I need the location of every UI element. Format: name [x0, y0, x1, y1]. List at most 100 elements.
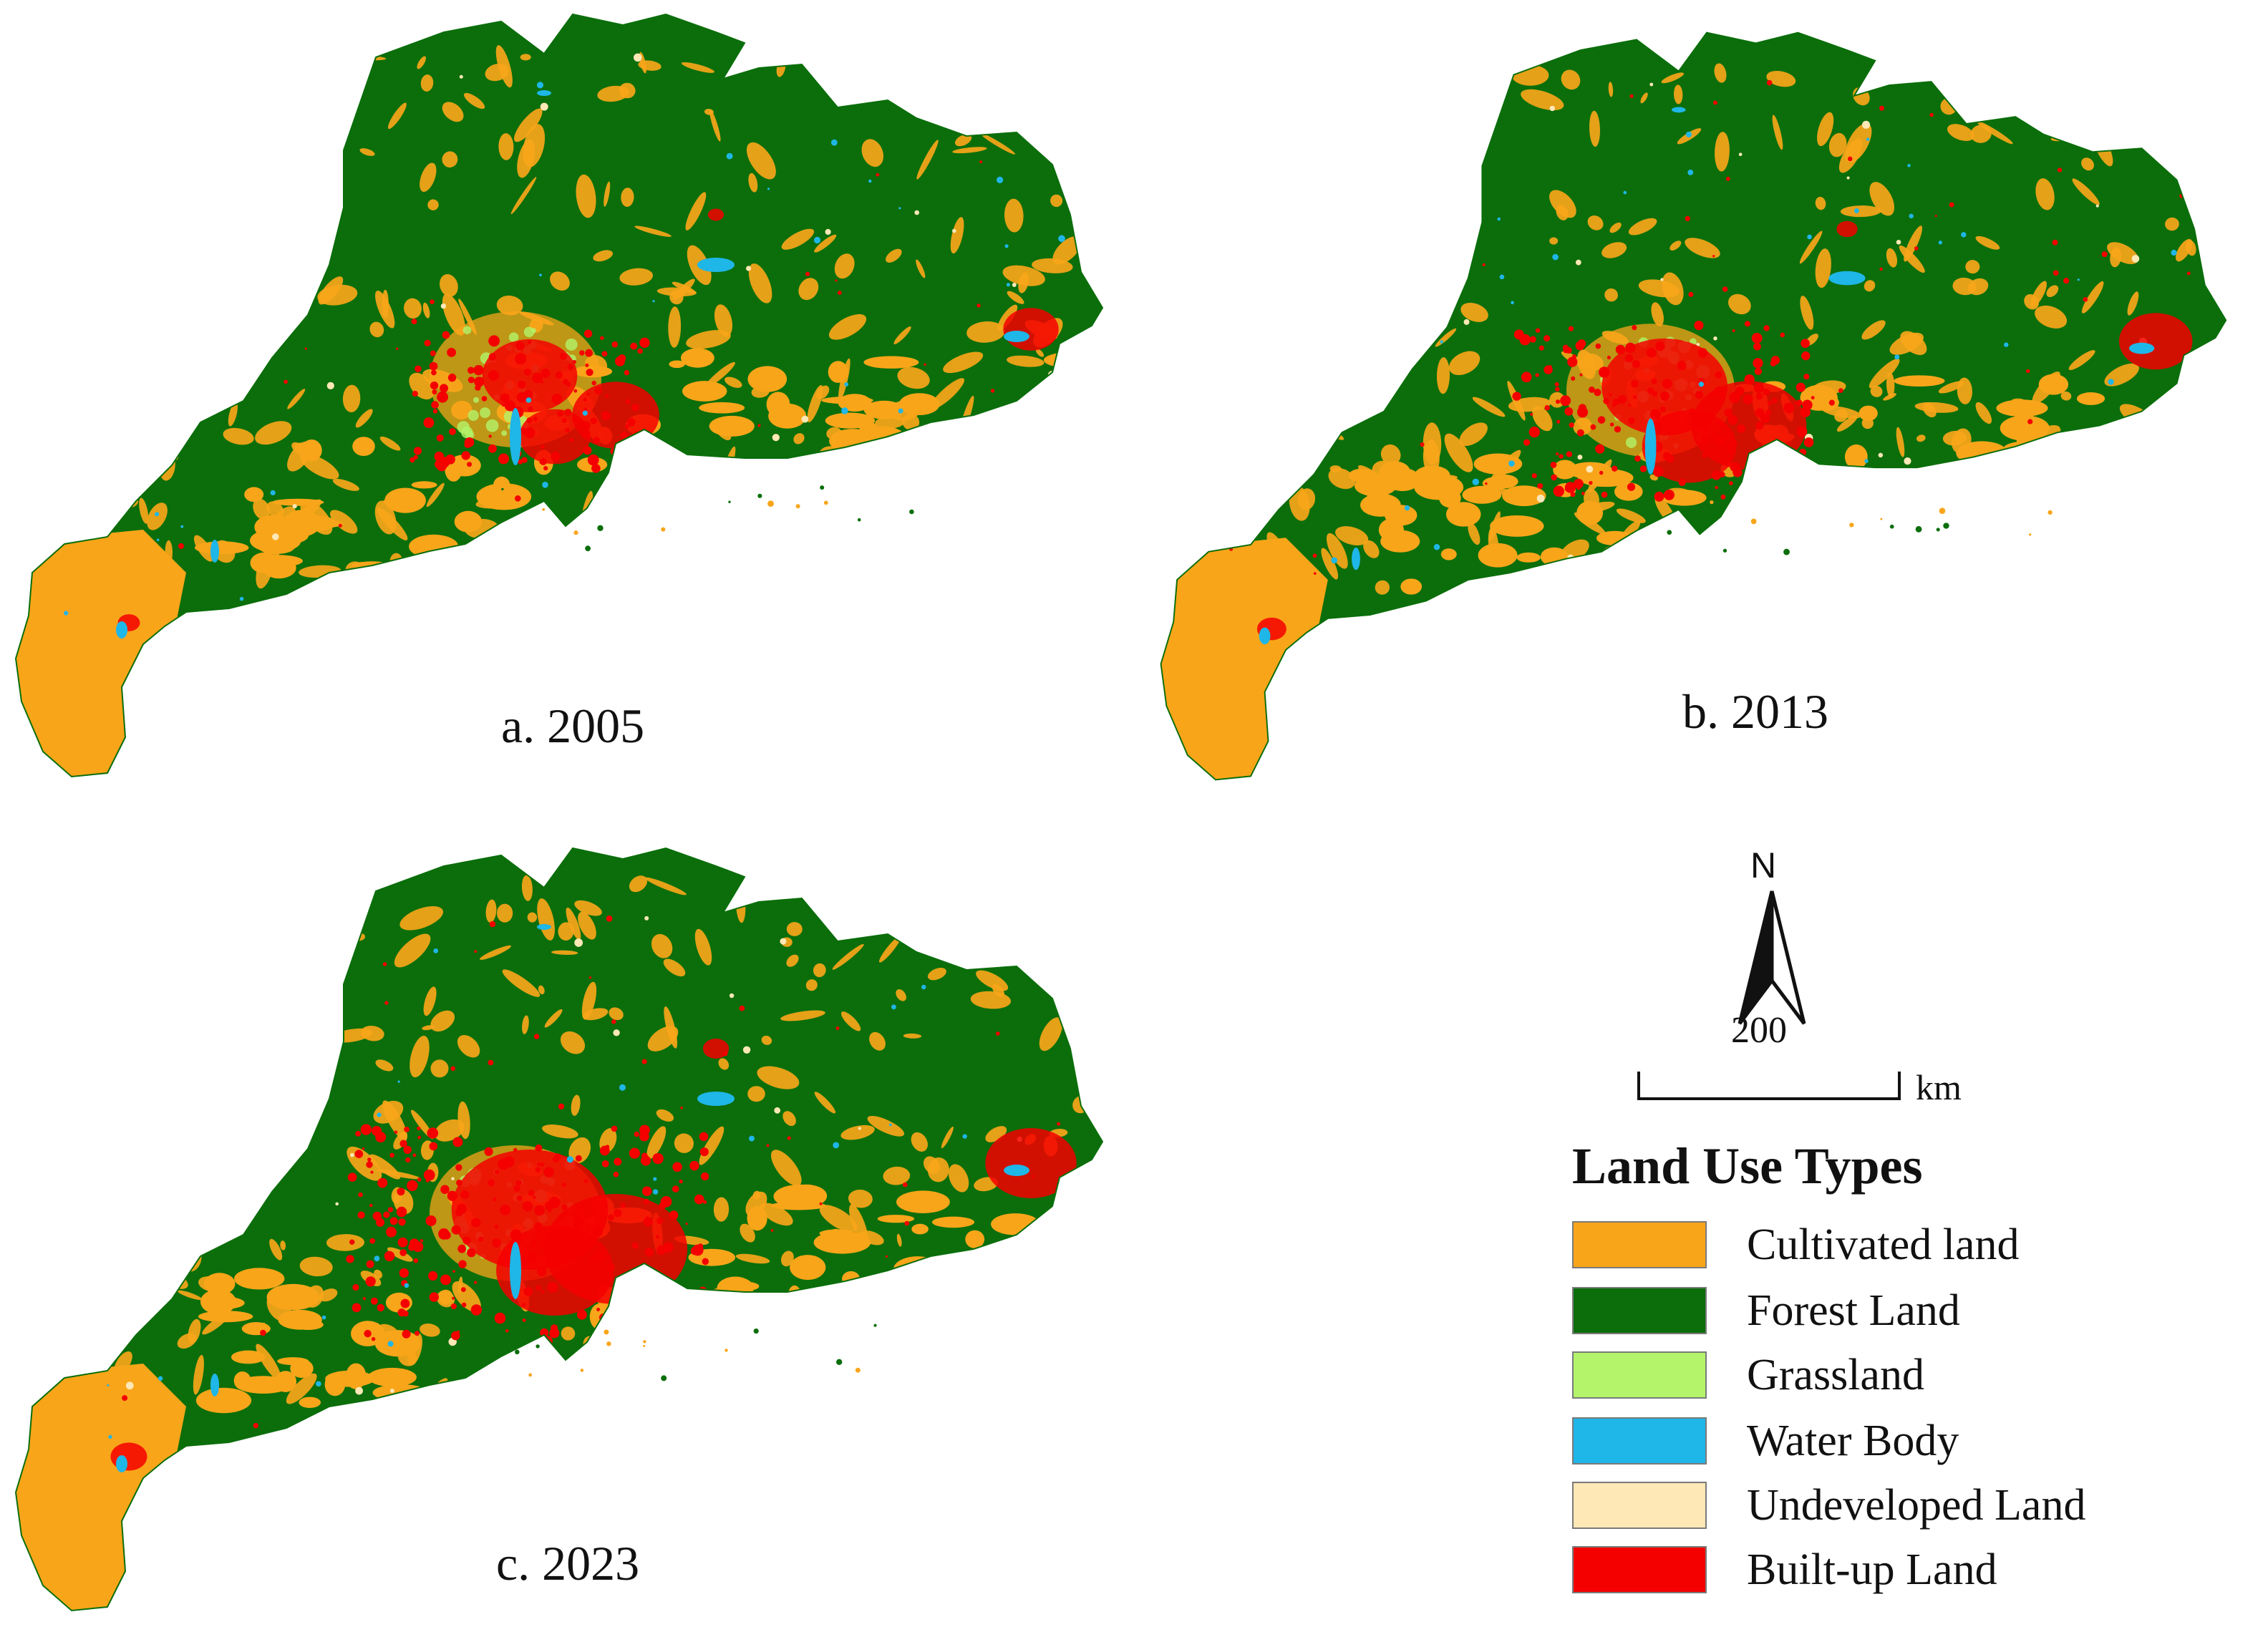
cultivated-patch	[939, 546, 948, 575]
cultivated-patch	[1942, 430, 1967, 446]
built-up-patch	[1752, 492, 1760, 501]
water-patch	[652, 1189, 659, 1195]
built-up-patch	[587, 454, 599, 466]
cultivated-patch	[1837, 478, 1849, 500]
water-patch	[650, 462, 656, 468]
cultivated-patch	[132, 569, 147, 579]
cultivated-patch	[203, 1273, 236, 1295]
built-up-patch	[1652, 466, 1664, 477]
built-up-patch	[1799, 461, 1807, 469]
built-up-patch	[132, 1272, 136, 1276]
built-up-patch	[561, 1204, 568, 1210]
built-up-patch	[138, 420, 143, 425]
cultivated-patch	[1342, 176, 1365, 199]
water-patch	[316, 1381, 321, 1387]
built-up-patch	[127, 1199, 132, 1204]
built-up-patch	[541, 1290, 545, 1294]
cultivated-patch	[324, 1373, 346, 1397]
built-up-patch	[561, 1182, 566, 1187]
built-up-patch	[158, 1226, 163, 1230]
island	[501, 487, 504, 491]
built-up-patch	[1581, 492, 1585, 495]
built-up-patch	[601, 351, 608, 357]
built-up-patch	[1609, 422, 1614, 427]
built-up-patch	[1796, 382, 1806, 392]
water-patch	[550, 1407, 553, 1410]
cultivated-patch	[1370, 268, 1380, 288]
cultivated-patch	[739, 1381, 750, 1390]
cultivated-patch	[566, 907, 581, 940]
legend-swatch-builtup	[1572, 1546, 1707, 1593]
island	[536, 1344, 540, 1349]
built-up-patch	[917, 429, 921, 433]
cultivated-patch	[103, 189, 114, 200]
built-up-patch	[2068, 112, 2072, 116]
built-up-patch	[139, 132, 143, 135]
island	[585, 545, 591, 552]
built-up-patch	[912, 1359, 917, 1365]
cultivated-patch	[897, 366, 930, 389]
built-up-patch	[442, 331, 450, 339]
cultivated-patch	[86, 1203, 109, 1241]
cultivated-patch	[903, 536, 917, 550]
cultivated-patch	[330, 510, 358, 534]
built-up-area	[1003, 308, 1059, 351]
built-up-patch	[654, 1324, 664, 1334]
cultivated-patch	[1384, 467, 1421, 492]
water-patch	[864, 1366, 868, 1369]
cultivated-patch	[228, 402, 238, 427]
cultivated-patch	[417, 56, 426, 69]
cultivated-patch	[668, 306, 682, 348]
cultivated-patch	[886, 248, 902, 263]
built-up-patch	[662, 1333, 669, 1340]
built-up-patch	[582, 431, 591, 439]
built-up-patch	[575, 1213, 580, 1219]
cultivated-patch	[709, 109, 721, 142]
island	[1783, 548, 1790, 555]
cultivated-patch	[1608, 82, 1614, 97]
built-up-patch	[691, 1320, 699, 1328]
water-patch	[997, 176, 1004, 183]
built-up-patch	[377, 1177, 388, 1188]
cultivated-patch	[258, 540, 295, 554]
island	[661, 527, 666, 532]
built-up-patch	[533, 417, 538, 422]
built-up-patch	[678, 1323, 684, 1329]
cultivated-patch	[889, 1380, 919, 1400]
cultivated-patch	[1241, 60, 1264, 99]
cultivated-patch	[376, 1169, 421, 1180]
scale-bar-value: 200	[1731, 1010, 1787, 1051]
cultivated-patch	[2037, 82, 2065, 107]
cultivated-patch	[133, 1411, 148, 1420]
built-up-patch	[489, 921, 496, 928]
undeveloped-patch	[282, 242, 291, 251]
built-up-patch	[547, 1247, 556, 1256]
built-up-patch	[420, 1239, 424, 1243]
built-up-patch	[1732, 467, 1743, 477]
built-up-patch	[367, 1157, 372, 1162]
cultivated-patch	[927, 968, 946, 981]
built-up-patch	[399, 1249, 407, 1256]
water-patch	[2077, 278, 2080, 281]
cultivated-patch	[878, 936, 901, 963]
water-patch	[1404, 505, 1410, 511]
built-up-patch	[1612, 465, 1618, 472]
cultivated-patch	[1670, 241, 1682, 251]
built-up-patch	[722, 1051, 728, 1057]
cultivated-patch	[911, 1223, 929, 1235]
cultivated-patch	[2053, 81, 2065, 96]
cultivated-patch	[2068, 350, 2095, 371]
cultivated-patch	[669, 1325, 687, 1354]
water-patch	[374, 1255, 380, 1262]
built-up-patch	[1914, 246, 1919, 251]
cultivated-patch	[158, 1065, 168, 1072]
cultivated-patch	[1448, 351, 1480, 375]
built-up-patch	[464, 437, 475, 447]
cultivated-patch	[177, 1290, 203, 1301]
cultivated-patch	[517, 139, 536, 178]
cultivated-patch	[442, 102, 464, 122]
cultivated-patch	[2038, 557, 2058, 592]
built-up-patch	[607, 1263, 615, 1271]
built-up-patch	[916, 893, 921, 898]
built-up-patch	[520, 427, 527, 434]
